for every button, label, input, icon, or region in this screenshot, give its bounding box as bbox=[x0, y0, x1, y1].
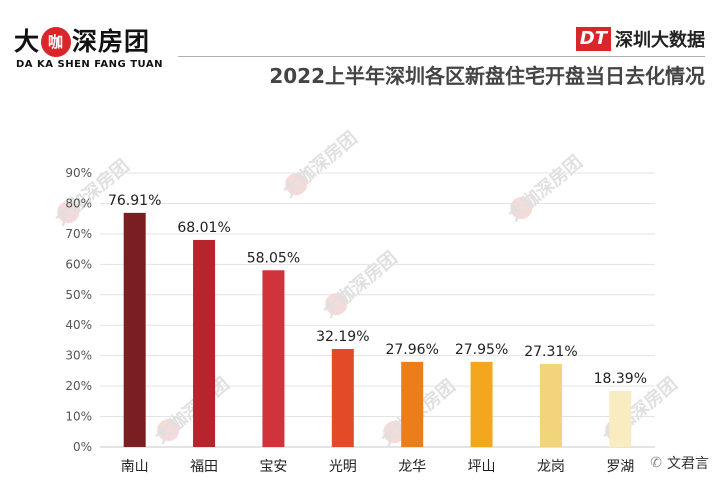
brand-logo: 大咖深房团 DA KA SHEN FANG TUAN bbox=[14, 22, 174, 74]
x-tick-label: 坪山 bbox=[468, 459, 496, 475]
watermark-text: 大咖深房团 bbox=[150, 373, 233, 448]
brand-logo-right: 深房团 bbox=[72, 27, 151, 56]
bar bbox=[470, 361, 493, 447]
x-tick-label: 光明 bbox=[329, 459, 357, 475]
x-tick-label: 龙华 bbox=[398, 459, 426, 475]
data-label: 27.95% bbox=[455, 342, 508, 358]
y-tick-label: 30% bbox=[65, 349, 92, 363]
brand-logo-left: 大 bbox=[14, 27, 41, 56]
watermark-text: 大咖深房团 bbox=[503, 151, 586, 226]
watermark-dot bbox=[325, 293, 348, 316]
y-tick-label: 40% bbox=[65, 318, 92, 332]
data-label: 27.31% bbox=[524, 344, 577, 360]
data-label: 32.19% bbox=[316, 329, 369, 345]
bar bbox=[609, 391, 632, 447]
y-tick-label: 60% bbox=[65, 257, 92, 271]
watermark-dot bbox=[383, 421, 406, 444]
data-label: 68.01% bbox=[177, 220, 230, 236]
wechat-icon: ✆ bbox=[650, 455, 662, 471]
brand-logo-subtitle: DA KA SHEN FANG TUAN bbox=[16, 59, 163, 70]
x-tick-label: 罗湖 bbox=[606, 459, 634, 475]
watermark-dot bbox=[510, 197, 533, 220]
watermark-text: 大咖深房团 bbox=[278, 127, 361, 202]
x-tick-label: 龙岗 bbox=[537, 459, 565, 475]
watermark: 大咖深房团 bbox=[150, 373, 233, 448]
data-label: 18.39% bbox=[594, 371, 647, 387]
wechat-account-name: 文君言 bbox=[667, 456, 709, 472]
watermark-dot bbox=[285, 173, 308, 196]
brand-logo-text: 大咖深房团 bbox=[14, 22, 150, 58]
source-logo: DT 深圳大数据 bbox=[575, 26, 705, 52]
x-tick-label: 南山 bbox=[121, 459, 149, 475]
data-label: 27.96% bbox=[385, 342, 438, 358]
bar bbox=[193, 239, 216, 447]
bar bbox=[401, 361, 424, 447]
data-label: 76.91% bbox=[108, 193, 161, 209]
bar bbox=[331, 348, 354, 447]
y-tick-label: 0% bbox=[73, 440, 92, 454]
x-tick-label: 宝安 bbox=[259, 459, 287, 475]
watermark: 大咖深房团 bbox=[278, 127, 361, 202]
watermark: 大咖深房团 bbox=[503, 151, 586, 226]
watermark: 大咖深房团 bbox=[318, 247, 401, 322]
y-tick-label: 80% bbox=[65, 196, 92, 210]
data-label: 58.05% bbox=[247, 250, 300, 266]
bar bbox=[539, 363, 562, 447]
y-tick-label: 20% bbox=[65, 379, 92, 393]
wechat-account: ✆ 文君言 bbox=[650, 453, 709, 473]
bar bbox=[123, 212, 146, 447]
x-tick-label: 福田 bbox=[190, 459, 218, 475]
y-tick-label: 70% bbox=[65, 227, 92, 241]
y-tick-label: 90% bbox=[65, 166, 92, 180]
title-divider bbox=[178, 56, 705, 57]
chart-title: 2022上半年深圳各区新盘住宅开盘当日去化情况 bbox=[269, 64, 705, 88]
dt-mark: DT bbox=[575, 27, 611, 51]
watermark-dot bbox=[57, 201, 80, 224]
y-tick-label: 50% bbox=[65, 288, 92, 302]
watermark-dot bbox=[157, 419, 180, 442]
y-tick-label: 10% bbox=[65, 410, 92, 424]
bar bbox=[262, 270, 285, 447]
watermark-text: 大咖深房团 bbox=[318, 247, 401, 322]
source-name: 深圳大数据 bbox=[615, 30, 705, 51]
brand-logo-dot: 咖 bbox=[41, 27, 72, 57]
